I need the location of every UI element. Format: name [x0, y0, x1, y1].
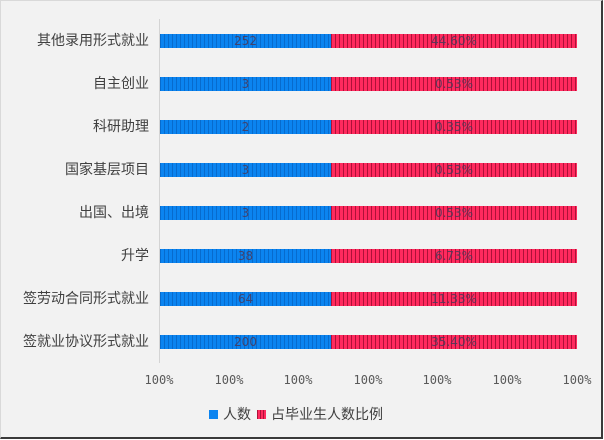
x-tick: 100% — [353, 373, 383, 387]
ratio-value: 6.73% — [434, 249, 474, 263]
ratio-bar[interactable]: 6.73% — [331, 249, 577, 263]
legend: 人数 占毕业生人数比例 — [209, 404, 389, 424]
count-bar[interactable]: 2 — [160, 120, 331, 134]
ratio-bar[interactable]: 0.35% — [331, 120, 577, 134]
ratio-value: 0.53% — [434, 77, 474, 91]
legend-label: 人数 — [223, 407, 251, 423]
ratio-bar[interactable]: 35.40% — [331, 335, 577, 349]
count-value: 38 — [237, 249, 254, 263]
x-tick: 100% — [283, 373, 313, 387]
x-tick: 100% — [144, 373, 174, 387]
bar-row: 出国、出境 3 0.53% — [1, 205, 601, 221]
legend-item-ratio[interactable]: 占毕业生人数比例 — [257, 404, 383, 424]
category-label: 签劳动合同形式就业 — [23, 291, 149, 307]
legend-swatch-blue-icon — [209, 409, 218, 419]
count-bar[interactable]: 200 — [160, 335, 331, 349]
count-bar[interactable]: 3 — [160, 163, 331, 177]
count-value: 3 — [241, 77, 250, 91]
x-tick: 100% — [422, 373, 452, 387]
legend-swatch-red-icon — [257, 409, 266, 419]
bar-row: 签劳动合同形式就业 64 11.33% — [1, 291, 601, 307]
bar-row: 签就业协议形式就业 200 35.40% — [1, 334, 601, 350]
bar-row: 自主创业 3 0.53% — [1, 76, 601, 92]
category-label: 签就业协议形式就业 — [23, 334, 149, 350]
count-bar[interactable]: 3 — [160, 77, 331, 91]
legend-label: 占毕业生人数比例 — [271, 407, 383, 423]
count-bar[interactable]: 252 — [160, 34, 331, 48]
ratio-bar[interactable]: 0.53% — [331, 77, 577, 91]
category-label: 科研助理 — [93, 119, 149, 135]
count-value: 200 — [234, 335, 257, 349]
count-value: 3 — [241, 163, 250, 177]
x-tick: 100% — [214, 373, 244, 387]
count-bar[interactable]: 64 — [160, 292, 331, 306]
bar-row: 升学 38 6.73% — [1, 248, 601, 264]
ratio-value: 44.60% — [431, 34, 477, 48]
ratio-bar[interactable]: 0.53% — [331, 206, 577, 220]
category-label: 自主创业 — [93, 76, 149, 92]
ratio-bar[interactable]: 11.33% — [331, 292, 577, 306]
count-bar[interactable]: 3 — [160, 206, 331, 220]
count-value: 64 — [237, 292, 254, 306]
ratio-value: 11.33% — [431, 292, 477, 306]
category-label: 国家基层项目 — [65, 162, 149, 178]
ratio-value: 35.40% — [431, 335, 477, 349]
x-tick: 100% — [492, 373, 522, 387]
category-label: 出国、出境 — [79, 205, 149, 221]
ratio-bar[interactable]: 44.60% — [331, 34, 577, 48]
count-value: 252 — [234, 34, 257, 48]
category-label: 升学 — [121, 248, 149, 264]
bar-row: 国家基层项目 3 0.53% — [1, 162, 601, 178]
count-value: 2 — [241, 120, 250, 134]
category-label: 其他录用形式就业 — [37, 33, 149, 49]
ratio-value: 0.35% — [434, 120, 474, 134]
ratio-bar[interactable]: 0.53% — [331, 163, 577, 177]
category-axis-line — [159, 19, 160, 363]
ratio-value: 0.53% — [434, 206, 474, 220]
bar-row: 其他录用形式就业 252 44.60% — [1, 33, 601, 49]
count-bar[interactable]: 38 — [160, 249, 331, 263]
bar-row: 科研助理 2 0.35% — [1, 119, 601, 135]
x-tick: 100% — [562, 373, 592, 387]
legend-item-count[interactable]: 人数 — [209, 404, 251, 424]
ratio-value: 0.53% — [434, 163, 474, 177]
x-axis-ticks: 100% 100% 100% 100% 100% 100% 100% — [1, 373, 601, 389]
count-value: 3 — [241, 206, 250, 220]
